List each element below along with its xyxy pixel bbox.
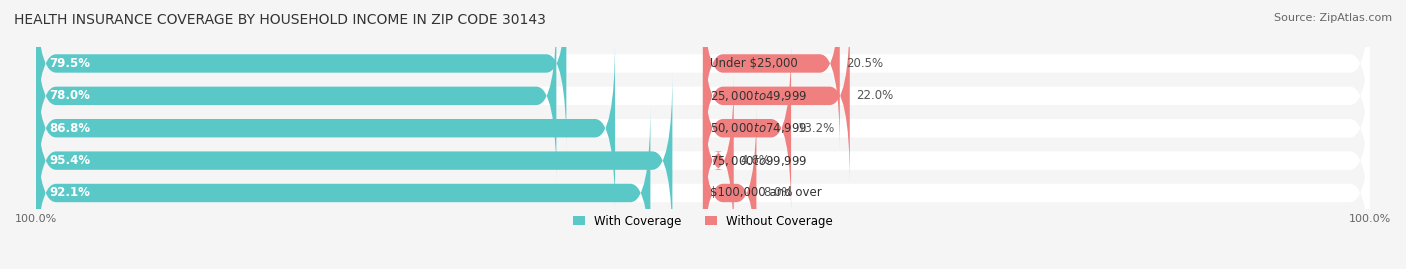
Text: $25,000 to $49,999: $25,000 to $49,999: [710, 89, 807, 103]
FancyBboxPatch shape: [703, 8, 849, 184]
Text: 13.2%: 13.2%: [797, 122, 835, 135]
Text: 22.0%: 22.0%: [856, 89, 894, 102]
Text: 4.6%: 4.6%: [741, 154, 770, 167]
Text: Source: ZipAtlas.com: Source: ZipAtlas.com: [1274, 13, 1392, 23]
Legend: With Coverage, Without Coverage: With Coverage, Without Coverage: [568, 210, 838, 232]
FancyBboxPatch shape: [37, 8, 557, 184]
FancyBboxPatch shape: [37, 40, 1369, 216]
Text: 86.8%: 86.8%: [49, 122, 90, 135]
FancyBboxPatch shape: [703, 40, 792, 216]
Text: 20.5%: 20.5%: [846, 57, 883, 70]
FancyBboxPatch shape: [703, 73, 734, 249]
Text: $100,000 and over: $100,000 and over: [710, 186, 821, 200]
FancyBboxPatch shape: [37, 105, 651, 269]
FancyBboxPatch shape: [37, 105, 1369, 269]
Text: Under $25,000: Under $25,000: [710, 57, 797, 70]
FancyBboxPatch shape: [37, 0, 567, 151]
Text: $50,000 to $74,999: $50,000 to $74,999: [710, 121, 807, 135]
Text: 92.1%: 92.1%: [49, 186, 90, 200]
FancyBboxPatch shape: [37, 40, 614, 216]
Text: 95.4%: 95.4%: [49, 154, 90, 167]
Text: $75,000 to $99,999: $75,000 to $99,999: [710, 154, 807, 168]
FancyBboxPatch shape: [37, 73, 1369, 249]
FancyBboxPatch shape: [37, 0, 1369, 151]
FancyBboxPatch shape: [703, 0, 839, 151]
Text: 8.0%: 8.0%: [763, 186, 793, 200]
FancyBboxPatch shape: [37, 73, 672, 249]
FancyBboxPatch shape: [37, 8, 1369, 184]
FancyBboxPatch shape: [703, 105, 756, 269]
Text: 78.0%: 78.0%: [49, 89, 90, 102]
Text: 79.5%: 79.5%: [49, 57, 90, 70]
Text: HEALTH INSURANCE COVERAGE BY HOUSEHOLD INCOME IN ZIP CODE 30143: HEALTH INSURANCE COVERAGE BY HOUSEHOLD I…: [14, 13, 546, 27]
